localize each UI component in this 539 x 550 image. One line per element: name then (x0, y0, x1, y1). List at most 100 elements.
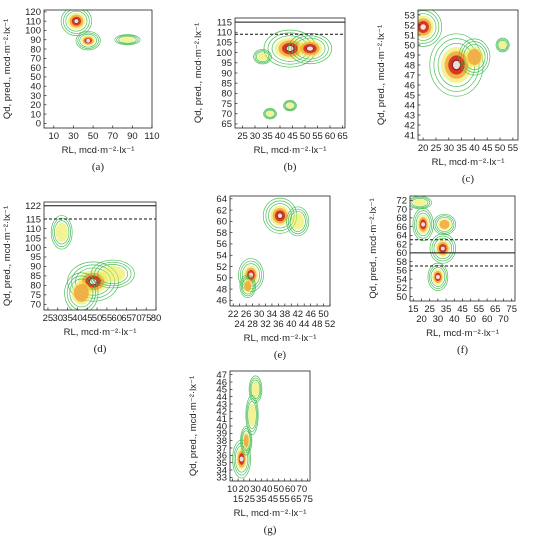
y-tick-label: 100 (25, 243, 41, 254)
y-tick-label: 80 (221, 89, 232, 100)
y-tick-label: 64 (396, 231, 407, 242)
contour-cluster (410, 196, 432, 210)
contour-level (463, 44, 486, 70)
contour-level (63, 10, 90, 34)
x-tick-label: 10 (227, 484, 238, 495)
x-tick-label: 40 (275, 131, 286, 142)
y-tick-label: 122 (25, 201, 41, 212)
contour-level (240, 276, 255, 297)
contour-cluster (75, 31, 101, 51)
x-tick-label: 35 (456, 143, 467, 154)
y-tick-label: 110 (26, 16, 41, 27)
contour-level (427, 262, 449, 292)
y-tick-label: 53 (404, 10, 415, 21)
x-tick-label: 52 (325, 319, 336, 330)
panel-label: (a) (92, 161, 105, 173)
x-tick-label: 24 (234, 319, 245, 330)
y-tick-label: 80 (30, 44, 41, 55)
contour-level (69, 278, 94, 308)
contour-level (254, 50, 271, 64)
y-tick-label: 120 (25, 7, 41, 18)
contour-level (294, 37, 326, 60)
x-tick-label: 70 (131, 313, 142, 324)
x-tick-label: 50 (465, 314, 476, 325)
contour-core (435, 274, 440, 279)
x-tick-label: 60 (325, 131, 336, 142)
contour-level (249, 377, 262, 402)
contour-level (287, 33, 333, 65)
contour-level (241, 278, 254, 295)
contour-core (440, 246, 445, 251)
contour-level (257, 52, 268, 61)
contour-cluster (287, 33, 333, 65)
panel-label: (c) (462, 173, 475, 185)
x-tick-label: 42 (292, 309, 303, 320)
y-tick-label: 10 (30, 109, 41, 120)
y-tick-label: 45 (404, 90, 415, 101)
contour-level (243, 434, 249, 448)
y-axis-label: Qd, pred., mcd·m⁻²·lx⁻¹ (188, 376, 199, 476)
chart-panel-b: 65 70 75 80 85 90 95 100 105 110 115 25 30 35 40 45 50 55… (180, 0, 360, 185)
x-tick-label: 20 (416, 314, 427, 325)
contour-core (248, 272, 253, 278)
y-tick-label: 60 (216, 217, 227, 228)
x-tick-label: 46 (305, 309, 316, 320)
x-axis-label: RL, mcd·m⁻²·lx⁻¹ (234, 508, 307, 519)
contour-level (100, 265, 126, 283)
x-tick-label: 25 (424, 304, 435, 315)
x-axis-label: RL, mcd·m⁻²·lx⁻¹ (62, 145, 135, 156)
contour-cluster (64, 272, 99, 310)
y-tick-label: 52 (396, 283, 407, 294)
contour-level (250, 379, 261, 400)
y-tick-label: 45 (216, 385, 227, 396)
contour-level (429, 233, 456, 264)
x-tick-label: 45 (268, 494, 279, 505)
y-tick-label: 60 (30, 63, 41, 74)
x-tick-label: 38 (280, 309, 291, 320)
plot-frame (409, 195, 516, 302)
x-tick-label: 25 (43, 313, 54, 324)
x-tick-label: 60 (482, 314, 493, 325)
panel-label: (d) (94, 343, 107, 355)
contour-level (248, 403, 256, 427)
contour-level (266, 110, 274, 117)
x-tick-label: 22 (228, 309, 239, 320)
contour-level (429, 33, 484, 97)
y-tick-label: 75 (221, 99, 232, 110)
plot-frame (43, 201, 157, 311)
y-tick-label: 85 (30, 271, 41, 282)
panel-label: (g) (264, 524, 277, 536)
y-tick-label: 41 (216, 414, 227, 425)
y-tick-label: 50 (396, 292, 407, 303)
x-tick-label: 80 (151, 313, 162, 324)
y-tick-label: 42 (216, 407, 227, 418)
contour-level (65, 10, 88, 32)
contour-level (495, 37, 510, 53)
y-axis-label: Qd, pred., mcd·m⁻²·lx⁻¹ (2, 19, 13, 119)
x-axis-label: RL, mcd·m⁻²·lx⁻¹ (426, 328, 499, 339)
contour-level (286, 102, 294, 109)
contour-level (240, 425, 253, 456)
y-tick-label: 47 (216, 370, 227, 381)
y-tick-label: 95 (221, 58, 232, 69)
x-tick-label: 32 (260, 319, 271, 330)
x-tick-label: 50 (273, 484, 284, 495)
contour-level (434, 215, 455, 234)
y-tick-label: 62 (396, 239, 407, 250)
x-tick-label: 30 (68, 131, 79, 142)
density-contours (418, 10, 510, 97)
y-tick-label: 62 (216, 205, 227, 216)
y-tick-label: 30 (30, 91, 41, 102)
contour-level (418, 10, 440, 44)
contour-level (284, 100, 296, 111)
y-tick-label: 70 (221, 109, 232, 120)
contour-cluster (253, 49, 272, 65)
contour-level (90, 259, 135, 289)
x-axis-label: RL, mcd·m⁻²·lx⁻¹ (64, 327, 137, 338)
contour-level (410, 196, 431, 209)
contour-level (120, 36, 135, 43)
contour-cluster (114, 34, 141, 46)
y-tick-label: 56 (396, 266, 407, 277)
contour-level (418, 13, 437, 41)
